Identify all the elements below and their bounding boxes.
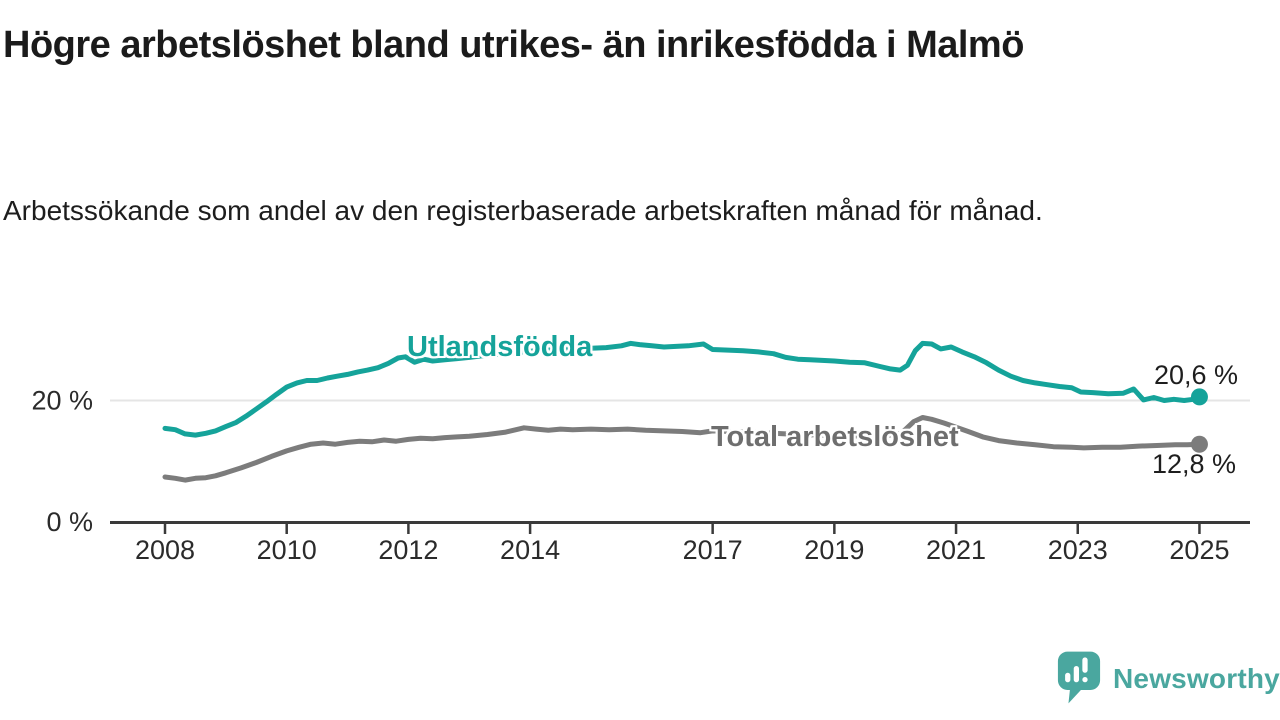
x-tick-label: 2023 bbox=[1048, 535, 1108, 565]
end-value-label-utlandsfodda: 20,6 % bbox=[1153, 360, 1238, 390]
series-label-total-arbetsloshet: Total arbetslöshet bbox=[711, 421, 959, 453]
x-tick-label: 2014 bbox=[500, 535, 560, 565]
chart-subtitle: Arbetssökande som andel av den registerb… bbox=[3, 195, 1043, 226]
series-end-dot-utlandsfodda bbox=[1190, 388, 1208, 406]
newsworthy-logo: Newsworthy bbox=[1056, 649, 1280, 706]
series-line-utlandsfodda bbox=[162, 340, 1202, 438]
x-tick-label: 2008 bbox=[135, 535, 195, 565]
series-label-utlandsfodda: Utlandsfödda bbox=[407, 331, 593, 363]
x-tick-label: 2012 bbox=[378, 535, 438, 565]
x-tick-label: 2025 bbox=[1169, 535, 1229, 565]
newsworthy-bubble-chart-icon bbox=[1057, 651, 1101, 704]
y-tick-label: 0 % bbox=[46, 507, 93, 537]
x-tick-label: 2010 bbox=[257, 535, 317, 565]
series-line-total-arbetsloshet bbox=[162, 415, 1202, 483]
x-tick-label: 2019 bbox=[804, 535, 864, 565]
chart-title: Högre arbetslöshet bland utrikes- än inr… bbox=[3, 24, 1024, 66]
end-value-label-total-arbetsloshet: 12,8 % bbox=[1151, 449, 1236, 479]
series-end-dot-total-arbetsloshet bbox=[1190, 435, 1208, 453]
y-tick-label: 20 % bbox=[31, 386, 93, 416]
newsworthy-wordmark: Newsworthy bbox=[1113, 662, 1280, 694]
x-tick-label: 2017 bbox=[683, 535, 743, 565]
x-tick-label: 2021 bbox=[926, 535, 986, 565]
